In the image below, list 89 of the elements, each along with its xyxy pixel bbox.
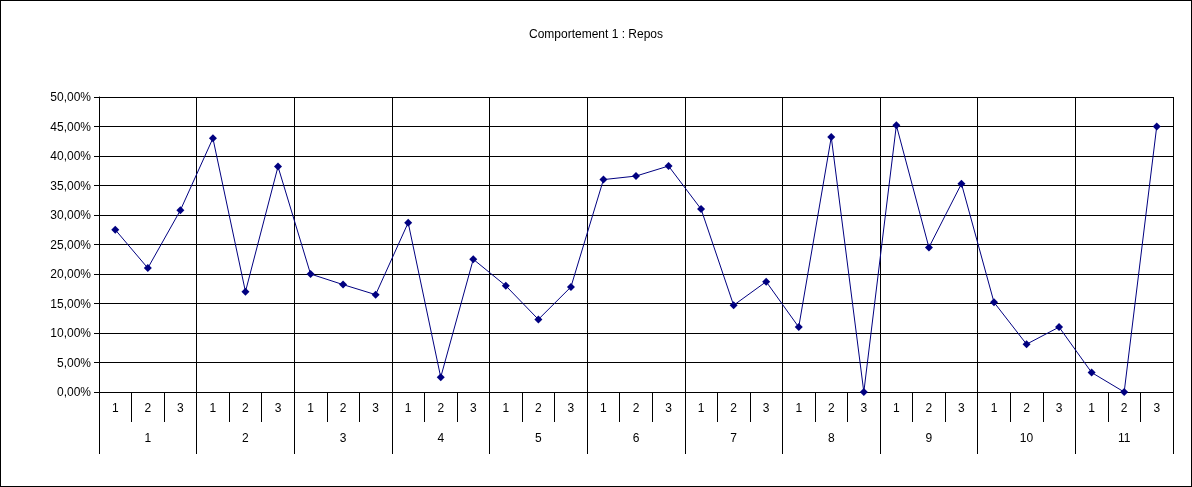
text: 9 (925, 431, 933, 445)
text: 5 (535, 431, 543, 445)
point (534, 315, 543, 324)
y-tick-label: 5,00% (56, 355, 92, 370)
x-tick-label: 3 (762, 401, 770, 415)
x-tick-label: 1 (307, 401, 315, 415)
x-tick-label: 2 (535, 401, 543, 415)
x-tick-label: 2 (1023, 401, 1031, 415)
x-tick-label: 1 (111, 401, 119, 415)
y-tick-label: 0,00% (56, 385, 92, 399)
point (176, 206, 185, 215)
point (957, 179, 966, 188)
y-tick-label: 25,00% (50, 237, 92, 252)
point (1087, 368, 1096, 377)
point (664, 162, 673, 171)
x-tick-label: 3 (665, 401, 673, 415)
x-tick-label: 2 (730, 401, 738, 415)
x-tick-label: 3 (1153, 401, 1161, 415)
point (274, 162, 282, 171)
x-tick-label: 2 (632, 401, 640, 415)
point (1022, 340, 1031, 349)
point (1152, 122, 1161, 131)
text: 3 (339, 431, 347, 445)
point (143, 264, 152, 273)
y-tick-label: 15,00% (50, 296, 92, 311)
y-tick-label: 50,00% (50, 90, 92, 104)
x-tick-label: 2 (437, 401, 445, 415)
text: 8 (827, 431, 835, 445)
point (339, 280, 348, 289)
point (306, 270, 315, 278)
text: 10 (1019, 431, 1034, 445)
x-tick-label: 3 (958, 401, 966, 415)
y-tick-label: 10,00% (50, 326, 92, 340)
x-tick-label: 1 (404, 401, 412, 415)
point (241, 287, 250, 296)
chart-title: Comportement 1 : Repos (528, 27, 664, 41)
x-tick-label: 3 (567, 401, 575, 415)
x-tick-label: 3 (860, 401, 868, 415)
point (632, 172, 640, 181)
x-tick-label: 1 (502, 401, 510, 415)
point (924, 243, 933, 252)
text: 11 (1117, 431, 1131, 445)
x-tick-label: 2 (339, 401, 347, 415)
x-tick-label: 3 (177, 401, 185, 415)
point (469, 255, 478, 264)
point (729, 301, 738, 310)
point (990, 298, 998, 307)
x-tick-label: 1 (990, 401, 998, 415)
y-tick-label: 20,00% (50, 267, 92, 281)
x-tick-label: 1 (1088, 401, 1096, 415)
y-tick-label: 35,00% (50, 178, 92, 193)
x-tick-label: 1 (795, 401, 803, 415)
x-tick-label: 3 (274, 401, 282, 415)
point (697, 205, 706, 214)
text: 6 (632, 431, 640, 445)
point (599, 175, 608, 184)
x-tick-label: 2 (925, 401, 933, 415)
point (827, 133, 836, 142)
x-tick-label: 1 (697, 401, 705, 415)
x-tick-label: 3 (372, 401, 380, 415)
point (566, 282, 575, 291)
y-tick-label: 30,00% (50, 208, 92, 222)
x-tick-label: 2 (827, 401, 835, 415)
text: 7 (730, 431, 738, 445)
x-tick-label: 2 (1120, 401, 1128, 415)
point (892, 121, 901, 130)
point (1120, 388, 1129, 396)
x-tick-label: 1 (209, 401, 217, 415)
point (1055, 323, 1064, 332)
x-tick-label: 3 (469, 401, 477, 415)
text: 4 (437, 431, 445, 445)
point (111, 225, 120, 234)
point (371, 290, 380, 299)
y-tick-label: 40,00% (50, 149, 92, 163)
x-tick-label: 1 (600, 401, 608, 415)
point (436, 373, 445, 382)
x-tick-label: 3 (1055, 401, 1063, 415)
x-tick-label: 2 (144, 401, 152, 415)
point (762, 277, 771, 286)
x-tick-label: 1 (893, 401, 901, 415)
point (794, 323, 803, 332)
point (404, 218, 413, 227)
y-tick-label: 45,00% (50, 119, 92, 134)
point (859, 388, 868, 396)
text: 1 (144, 431, 152, 445)
point (501, 281, 510, 290)
text: 2 (242, 431, 250, 445)
point (208, 134, 217, 143)
x-tick-label: 2 (242, 401, 250, 415)
